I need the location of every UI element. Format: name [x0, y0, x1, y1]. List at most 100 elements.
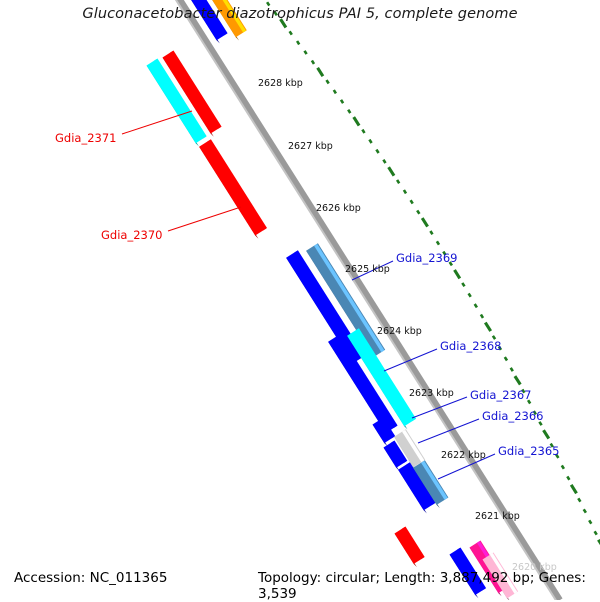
gene-box[interactable] — [394, 429, 426, 471]
scale-tick-minor — [593, 530, 598, 536]
gene-box[interactable] — [372, 417, 396, 447]
scale-tick-major — [542, 429, 551, 440]
gene-box-body[interactable] — [286, 250, 365, 364]
scale-tick-minor — [555, 453, 560, 459]
scale-tick-major — [453, 269, 462, 280]
gene-box-body[interactable] — [394, 429, 426, 468]
scale-tick-label: 2623 kbp — [409, 388, 454, 399]
scale-tick-label: 2621 kbp — [475, 511, 520, 522]
gene-box-body[interactable] — [146, 58, 207, 144]
gene-label-gdia_2370[interactable]: Gdia_2370 — [101, 228, 163, 242]
gene-box-highlight — [489, 552, 518, 594]
gene-box[interactable] — [383, 440, 408, 472]
scale-tick-minor — [332, 89, 338, 95]
gene-label-gdia_2368[interactable]: Gdia_2368 — [440, 339, 502, 353]
gene-box-body[interactable] — [185, 0, 228, 41]
scale-tick-label: 2620 kbp — [512, 562, 557, 573]
scale-tick-arc — [266, 1, 600, 546]
gene-box-highlight — [222, 0, 247, 33]
scale-tick-minor — [448, 261, 453, 267]
gene-box-highlight — [336, 334, 397, 428]
scale-tick-minor — [560, 464, 566, 470]
gene-box[interactable] — [398, 462, 436, 514]
gene-box[interactable] — [146, 58, 207, 147]
scale-tick-minor — [266, 1, 271, 7]
scale-tick-minor — [503, 356, 509, 362]
page-title: Gluconacetobacter diazotrophicus PAI 5, … — [82, 6, 518, 22]
gene-box-highlight — [401, 526, 424, 560]
scale-tick-label: 2628 kbp — [258, 78, 303, 89]
status-bar: Accession: NC_011365 Topology: circular;… — [0, 570, 600, 602]
gene-box-body[interactable] — [162, 50, 222, 134]
scale-tick-minor — [409, 199, 414, 205]
gene-box[interactable] — [413, 460, 449, 509]
scale-tick-label: 2627 kbp — [288, 141, 333, 152]
gene-box-highlight — [406, 462, 435, 506]
gene-box-body[interactable] — [394, 526, 425, 564]
scale-tick-label: 2624 kbp — [377, 326, 422, 337]
scale-tick-minor — [402, 189, 408, 195]
gene-box-body[interactable] — [449, 547, 487, 596]
scale-tick-minor — [549, 442, 554, 448]
scale-tick-minor — [532, 410, 538, 416]
scale-tick-minor — [442, 250, 447, 256]
scale-tick-minor — [473, 303, 478, 309]
gene-box[interactable] — [201, 0, 247, 41]
scale-tick-label: 2622 kbp — [441, 450, 486, 461]
scale-tick-minor — [416, 209, 421, 215]
gene-box-body[interactable] — [199, 139, 267, 236]
scale-tick-major — [316, 66, 325, 78]
scale-tick-major — [513, 375, 522, 386]
scale-tick-minor — [303, 50, 308, 55]
gene-box[interactable] — [199, 139, 267, 239]
gene-label-leader — [383, 348, 438, 372]
scale-tick-minor — [429, 230, 434, 235]
scale-tick-minor — [310, 59, 316, 65]
scale-tick-minor — [395, 179, 401, 184]
scale-tick-minor — [295, 40, 301, 46]
gene-label-gdia_2365[interactable]: Gdia_2365 — [498, 444, 560, 458]
gene-track[interactable] — [146, 0, 519, 601]
accession-text: Accession: NC_011365 — [14, 570, 168, 586]
gene-box-body[interactable] — [372, 417, 396, 444]
gene-box[interactable] — [328, 334, 398, 437]
gene-box-body[interactable] — [413, 460, 449, 505]
topology-summary-text: Topology: circular; Length: 3,887,492 bp… — [258, 570, 586, 602]
scale-tick-minor — [368, 138, 373, 144]
gene-box-highlight — [153, 58, 206, 139]
gene-box-body[interactable] — [347, 328, 417, 427]
scale-tick-minor — [566, 475, 571, 481]
gene-box-body[interactable] — [383, 440, 408, 468]
gene-box-highlight — [456, 547, 486, 591]
gene-label-gdia_2367[interactable]: Gdia_2367 — [470, 388, 532, 402]
gene-box-body[interactable] — [398, 462, 436, 511]
gene-box-highlight — [402, 429, 425, 463]
scale-tick-minor — [538, 421, 543, 426]
gene-box-highlight — [379, 417, 395, 439]
gene-box[interactable] — [347, 328, 417, 430]
gene-label-gdia_2371[interactable]: Gdia_2371 — [55, 131, 117, 145]
gene-box-body[interactable] — [201, 0, 247, 38]
gene-box[interactable] — [162, 50, 222, 137]
gene-label-leader — [417, 418, 480, 444]
gene-box[interactable] — [449, 547, 487, 599]
scale-tick-minor — [288, 30, 293, 36]
scale-tick-minor — [273, 11, 278, 17]
scale-tick-major — [569, 483, 578, 495]
gene-label-gdia_2366[interactable]: Gdia_2366 — [482, 409, 544, 423]
scale-tick-major — [483, 321, 493, 332]
gene-box-body[interactable] — [482, 552, 519, 599]
gene-box-body[interactable] — [306, 243, 386, 358]
gene-box[interactable] — [482, 552, 519, 601]
scale-tick-minor — [461, 282, 466, 288]
gene-box[interactable] — [185, 0, 228, 44]
gene-box-body[interactable] — [328, 334, 398, 433]
gene-box-highlight — [169, 50, 221, 129]
gene-label-gdia_2369[interactable]: Gdia_2369 — [396, 251, 458, 265]
scale-tick-minor — [588, 519, 593, 525]
scale-tick-minor — [339, 99, 345, 104]
scale-tick-minor — [479, 313, 485, 319]
gene-box[interactable] — [394, 526, 425, 568]
scale-tick-minor — [361, 128, 366, 134]
